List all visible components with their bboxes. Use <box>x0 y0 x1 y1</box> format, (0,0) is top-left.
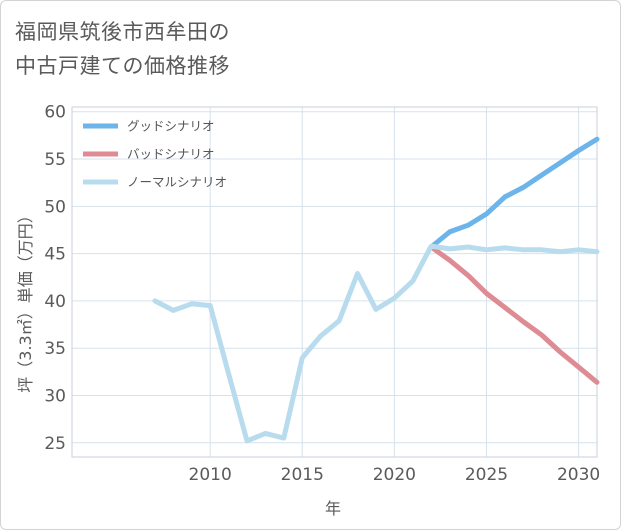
x-axis-ticks: 2010 2015 2020 2025 2030 <box>189 465 601 485</box>
plot-frame <box>71 106 598 458</box>
x-tick-label: 2010 <box>189 465 232 485</box>
y-tick-label: 55 <box>44 150 66 170</box>
chart-title: 福岡県筑後市西牟田の 中古戸建ての価格推移 <box>15 15 230 83</box>
y-tick-label: 45 <box>44 245 66 265</box>
series-line-1 <box>428 244 600 385</box>
legend-label-0: グッドシナリオ <box>127 119 215 134</box>
y-axis-ticks: 25 30 35 40 45 50 55 60 <box>44 103 66 454</box>
chart-title-line-1: 福岡県筑後市西牟田の <box>15 20 230 44</box>
y-tick-label: 60 <box>44 103 66 123</box>
y-tick-label: 30 <box>44 387 66 407</box>
y-tick-label: 40 <box>44 292 66 312</box>
series-line-2 <box>152 243 600 444</box>
series-lines <box>152 136 600 444</box>
y-tick-label: 50 <box>44 197 66 217</box>
y-axis-label: 坪（3.3㎡）単価（万円） <box>16 207 35 392</box>
x-tick-label: 2030 <box>557 465 600 485</box>
legend-label-2: ノーマルシナリオ <box>127 175 227 190</box>
grid-lines <box>72 107 597 457</box>
chart-title-line-2: 中古戸建ての価格推移 <box>15 54 230 78</box>
legend-label-1: バッドシナリオ <box>127 147 215 162</box>
y-tick-label: 35 <box>44 339 66 359</box>
x-tick-label: 2015 <box>281 465 324 485</box>
series-line-0 <box>428 136 600 250</box>
y-tick-label: 25 <box>44 434 66 454</box>
plot-border <box>71 106 598 458</box>
x-tick-label: 2025 <box>465 465 508 485</box>
x-axis-label: 年 <box>325 499 341 518</box>
x-tick-label: 2020 <box>373 465 416 485</box>
